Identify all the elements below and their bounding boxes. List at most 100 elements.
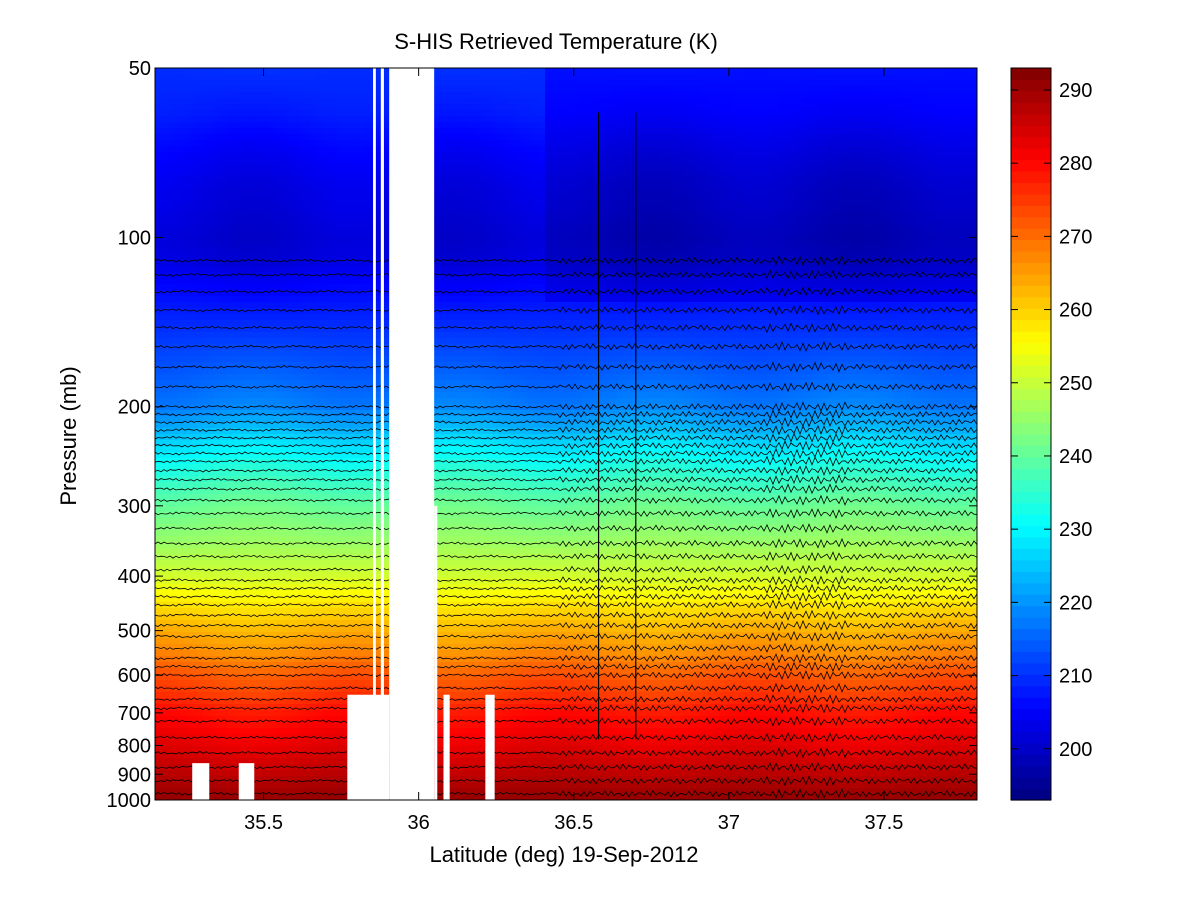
- heatmap-cell: [167, 116, 174, 123]
- heatmap-cell: [725, 98, 732, 105]
- heatmap-cell: [791, 164, 798, 171]
- heatmap-cell: [923, 236, 930, 243]
- heatmap-cell: [317, 110, 324, 117]
- heatmap-cell: [677, 116, 684, 123]
- heatmap-cell: [683, 170, 690, 177]
- heatmap-cell: [605, 146, 612, 153]
- heatmap-cell: [617, 254, 624, 261]
- heatmap-cell: [761, 140, 768, 147]
- heatmap-cell: [161, 200, 168, 207]
- heatmap-cell: [815, 272, 822, 279]
- heatmap-cell: [875, 164, 882, 171]
- heatmap-cell: [545, 194, 552, 201]
- heatmap-cell: [521, 272, 528, 279]
- heatmap-cell: [449, 80, 456, 87]
- heatmap-cell: [839, 176, 846, 183]
- heatmap-cell: [551, 158, 558, 165]
- heatmap-cell: [515, 74, 522, 81]
- heatmap-cell: [797, 152, 804, 159]
- heatmap-cell: [557, 74, 564, 81]
- heatmap-cell: [203, 236, 210, 243]
- heatmap-cell: [545, 116, 552, 123]
- heatmap-cell: [953, 116, 960, 123]
- heatmap-cell: [911, 194, 918, 201]
- heatmap-cell: [917, 200, 924, 207]
- heatmap-cell: [725, 164, 732, 171]
- heatmap-cell: [431, 152, 438, 159]
- heatmap-cell: [569, 278, 576, 285]
- heatmap-cell: [323, 266, 330, 273]
- heatmap-cell: [317, 170, 324, 177]
- heatmap-cell: [785, 164, 792, 171]
- heatmap-cell: [671, 128, 678, 135]
- heatmap-cell: [671, 182, 678, 189]
- heatmap-cell: [281, 80, 288, 87]
- heatmap-cell: [773, 104, 780, 111]
- heatmap-cell: [689, 140, 696, 147]
- heatmap-cell: [173, 116, 180, 123]
- heatmap-cell: [785, 260, 792, 267]
- heatmap-cell: [179, 212, 186, 219]
- heatmap-cell: [491, 242, 498, 249]
- heatmap-cell: [701, 116, 708, 123]
- heatmap-cell: [869, 194, 876, 201]
- heatmap-cell: [239, 140, 246, 147]
- heatmap-cell: [941, 206, 948, 213]
- heatmap-cell: [545, 236, 552, 243]
- heatmap-cell: [359, 146, 366, 153]
- heatmap-cell: [905, 266, 912, 273]
- heatmap-cell: [659, 254, 666, 261]
- heatmap-cell: [743, 266, 750, 273]
- heatmap-cell: [875, 272, 882, 279]
- heatmap-cell: [461, 284, 468, 291]
- heatmap-cell: [353, 200, 360, 207]
- heatmap-cell: [881, 170, 888, 177]
- heatmap-cell: [905, 104, 912, 111]
- heatmap-cell: [431, 218, 438, 225]
- heatmap-cell: [323, 80, 330, 87]
- heatmap-cell: [449, 176, 456, 183]
- heatmap-cell: [863, 140, 870, 147]
- heatmap-cell: [359, 176, 366, 183]
- heatmap-cell: [899, 86, 906, 93]
- heatmap-cell: [695, 134, 702, 141]
- heatmap-cell: [665, 152, 672, 159]
- heatmap-cell: [551, 146, 558, 153]
- heatmap-cell: [281, 164, 288, 171]
- heatmap-cell: [545, 98, 552, 105]
- heatmap-cell: [527, 68, 534, 75]
- heatmap-cell: [707, 122, 714, 129]
- heatmap-cell: [335, 86, 342, 93]
- heatmap-cell: [779, 146, 786, 153]
- heatmap-cell: [857, 158, 864, 165]
- heatmap-cell: [479, 158, 486, 165]
- heatmap-cell: [809, 224, 816, 231]
- heatmap-cell: [941, 242, 948, 249]
- heatmap-cell: [473, 98, 480, 105]
- heatmap-cell: [803, 218, 810, 225]
- heatmap-cell: [929, 116, 936, 123]
- heatmap-cell: [725, 254, 732, 261]
- heatmap-cell: [587, 164, 594, 171]
- heatmap-cell: [377, 194, 384, 201]
- heatmap-cell: [599, 188, 606, 195]
- heatmap-cell: [467, 230, 474, 237]
- heatmap-cell: [731, 278, 738, 285]
- heatmap-cell: [761, 170, 768, 177]
- heatmap-cell: [785, 212, 792, 219]
- heatmap-cell: [233, 236, 240, 243]
- heatmap-cell: [755, 80, 762, 87]
- heatmap-cell: [173, 224, 180, 231]
- heatmap-cell: [629, 170, 636, 177]
- heatmap-cell: [167, 164, 174, 171]
- heatmap-cell: [245, 140, 252, 147]
- heatmap-cell: [209, 188, 216, 195]
- heatmap-cell: [917, 230, 924, 237]
- heatmap-cell: [269, 206, 276, 213]
- heatmap-cell: [497, 230, 504, 237]
- heatmap-cell: [899, 176, 906, 183]
- heatmap-cell: [233, 200, 240, 207]
- heatmap-cell: [155, 284, 162, 291]
- heatmap-cell: [569, 158, 576, 165]
- heatmap-cell: [203, 218, 210, 225]
